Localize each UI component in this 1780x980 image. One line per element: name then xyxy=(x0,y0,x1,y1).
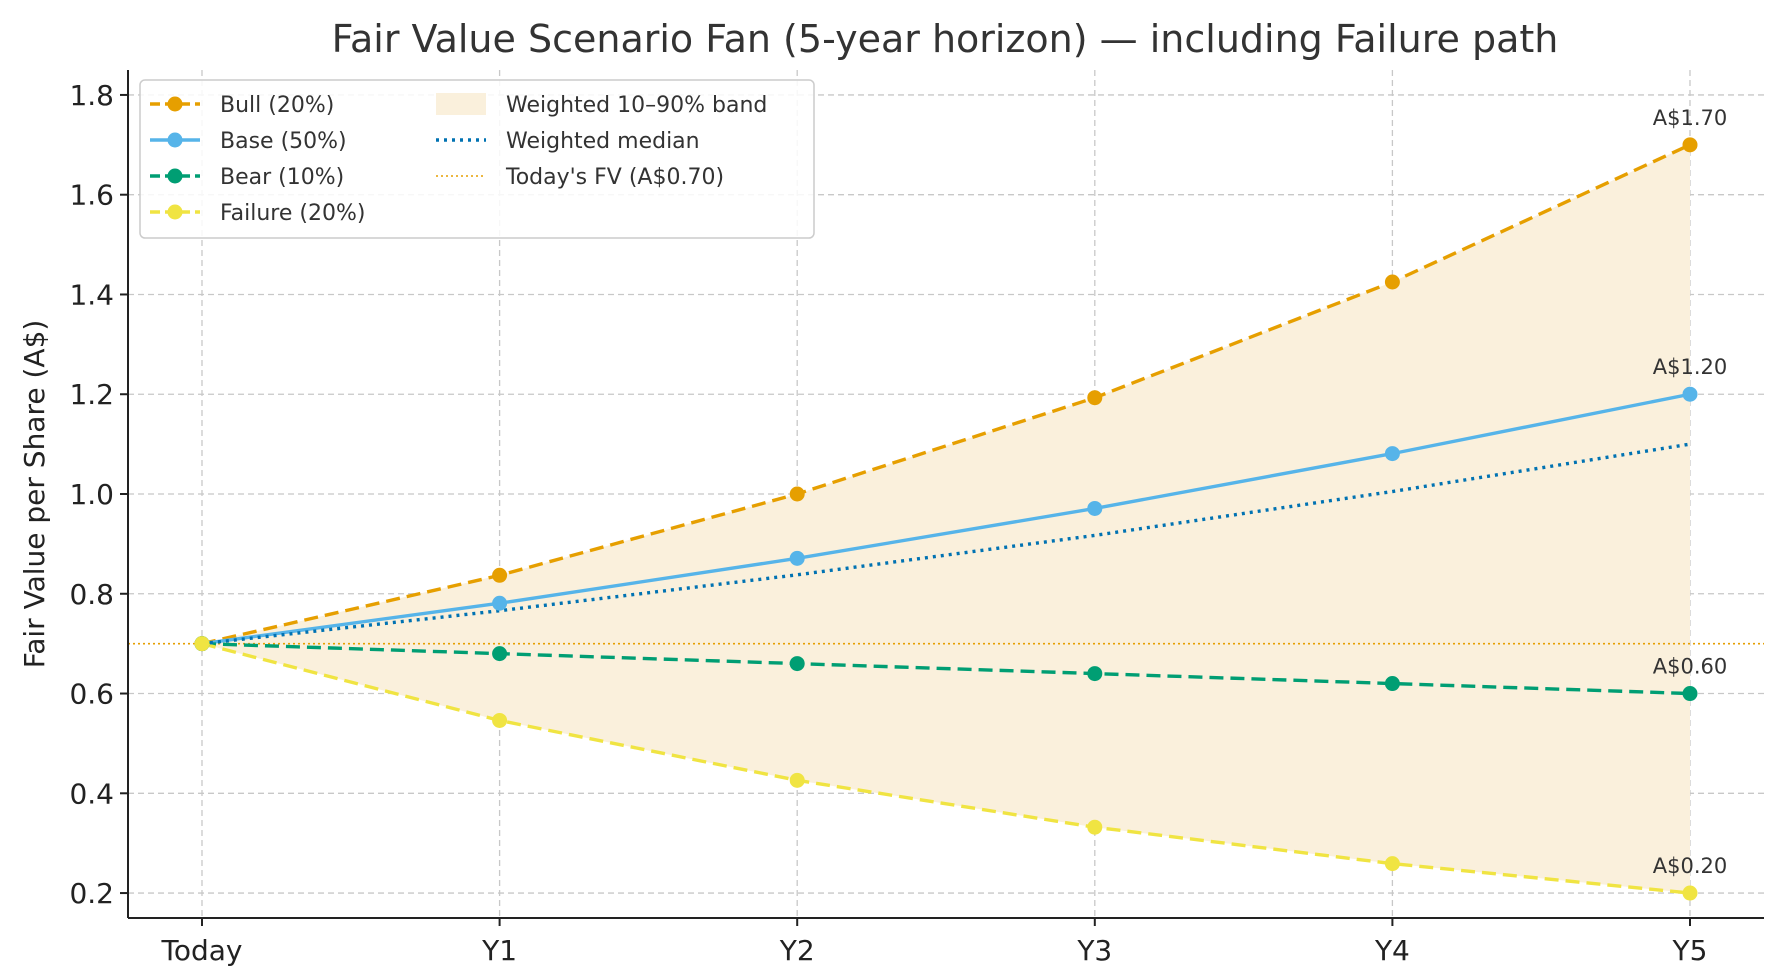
legend-swatch-marker xyxy=(167,168,183,184)
legend-label: Failure (20%) xyxy=(220,201,365,226)
chart-title: Fair Value Scenario Fan (5-year horizon)… xyxy=(332,17,1559,61)
legend-swatch-marker xyxy=(167,204,183,220)
series-point-2 xyxy=(1087,666,1103,682)
series-layer xyxy=(194,137,1698,901)
series-point-0 xyxy=(1087,390,1103,406)
legend-label: Weighted 10–90% band xyxy=(506,93,767,118)
series-point-3 xyxy=(492,712,508,728)
band-layer xyxy=(202,144,1690,894)
x-tick-label: Y5 xyxy=(1672,934,1708,967)
x-tick-label: Y1 xyxy=(481,934,517,967)
series-point-3 xyxy=(194,636,210,652)
series-line-1 xyxy=(201,392,1691,646)
y-tick-label: 1.2 xyxy=(69,378,114,411)
series-point-1 xyxy=(1682,386,1698,402)
series-point-3 xyxy=(1087,819,1103,835)
series-point-0 xyxy=(1384,274,1400,290)
y-tick-label: 0.6 xyxy=(69,678,114,711)
legend-swatch-marker xyxy=(167,96,183,112)
series-line-2 xyxy=(201,641,1691,696)
y-tick-label: 1.4 xyxy=(69,278,114,311)
data-label: A$1.20 xyxy=(1653,355,1727,379)
axes: 0.2 0.4 0.6 0.8 1.0 1.2 1.4 1.6 1.8 Today Y1 Y2 Y3 Y4… xyxy=(69,70,1764,967)
series-point-0 xyxy=(789,486,805,502)
series-point-1 xyxy=(1087,500,1103,516)
series-point-2 xyxy=(1384,676,1400,692)
legend-label: Weighted median xyxy=(506,129,700,154)
y-tick-label: 0.8 xyxy=(69,578,114,611)
x-tick-label: Y2 xyxy=(779,934,815,967)
legend-swatch-band xyxy=(436,93,486,115)
legend[interactable]: Bull (20%) Base (50%) Bear (10%) Failure (2… xyxy=(139,79,815,239)
legend-box xyxy=(139,79,815,239)
x-tick-label: Y3 xyxy=(1076,934,1112,967)
series-point-3 xyxy=(789,772,805,788)
x-tick-label: Today xyxy=(161,934,243,967)
series-point-2 xyxy=(789,656,805,672)
data-label: A$0.20 xyxy=(1653,854,1727,878)
median-line xyxy=(201,442,1691,646)
legend-label: Bull (20%) xyxy=(220,93,334,118)
series-point-3 xyxy=(1682,885,1698,901)
y-tick-label: 0.2 xyxy=(69,877,114,910)
series-line-3 xyxy=(201,642,1691,895)
series-point-2 xyxy=(492,646,508,662)
y-tick-label: 1.6 xyxy=(69,179,114,212)
y-tick-label: 0.4 xyxy=(69,777,114,810)
band-area xyxy=(202,144,1690,894)
series-point-1 xyxy=(1384,446,1400,462)
legend-label: Today's FV (A$0.70) xyxy=(505,165,724,190)
series-point-1 xyxy=(789,550,805,566)
y-tick-label: 1.8 xyxy=(69,79,114,112)
series-point-2 xyxy=(1682,686,1698,702)
series-point-3 xyxy=(1384,856,1400,872)
legend-label: Bear (10%) xyxy=(220,165,344,190)
series-point-0 xyxy=(492,567,508,583)
legend-swatch-marker xyxy=(167,132,183,148)
annotations: A$1.70 A$1.20 A$0.60 A$0.20 xyxy=(1653,106,1727,878)
data-label: A$1.70 xyxy=(1653,106,1727,130)
x-tick-label: Y4 xyxy=(1374,934,1410,967)
series-line-0 xyxy=(201,143,1691,646)
y-axis-label: Fair Value per Share (A$) xyxy=(18,320,51,669)
legend-label: Base (50%) xyxy=(220,129,347,154)
data-label: A$0.60 xyxy=(1653,655,1727,679)
y-tick-label: 1.0 xyxy=(69,478,114,511)
series-point-1 xyxy=(492,595,508,611)
series-point-0 xyxy=(1682,137,1698,153)
